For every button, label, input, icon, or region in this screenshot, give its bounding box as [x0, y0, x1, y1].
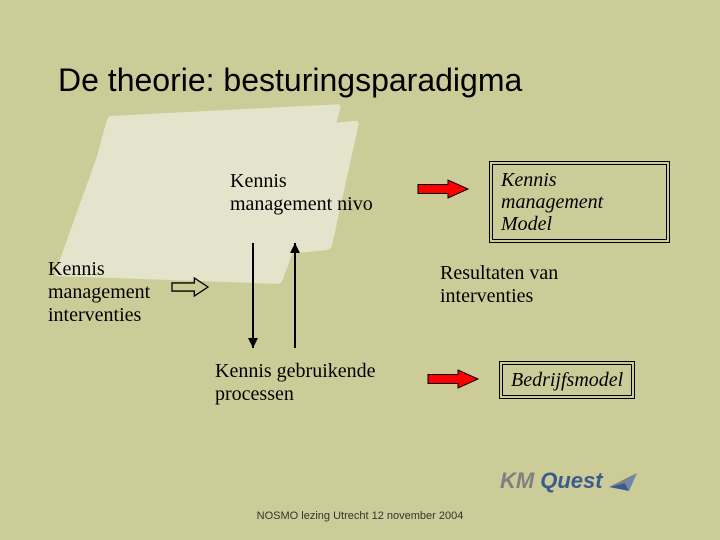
label-km-nivo: Kennis management nivo	[230, 170, 380, 216]
logo-kmquest: KM Quest	[500, 468, 643, 494]
label-kg-processen: Kennis gebruikende processen	[215, 360, 405, 406]
slide-title: De theorie: besturingsparadigma	[58, 62, 522, 99]
logo-km-text: KM	[500, 468, 534, 494]
slide: De theorie: besturingsparadigma Kennis m…	[0, 0, 720, 540]
arrow-red-bottom	[428, 370, 478, 388]
arrow-down	[245, 235, 261, 356]
footer-text: NOSMO lezing Utrecht 12 november 2004	[0, 510, 720, 522]
arrow-red-top	[418, 180, 468, 198]
label-km-interventies: Kennis management interventies	[48, 258, 188, 327]
logo-quest-text: Quest	[540, 468, 602, 494]
arrow-interventies-outline	[172, 278, 208, 296]
box-bedrijfsmodel: Bedrijfsmodel	[502, 364, 632, 396]
paper-plane-icon	[609, 469, 643, 493]
label-resultaten: Resultaten van interventies	[440, 262, 630, 308]
box-km-model: Kennis management Model	[492, 164, 667, 240]
arrow-up	[287, 235, 303, 356]
